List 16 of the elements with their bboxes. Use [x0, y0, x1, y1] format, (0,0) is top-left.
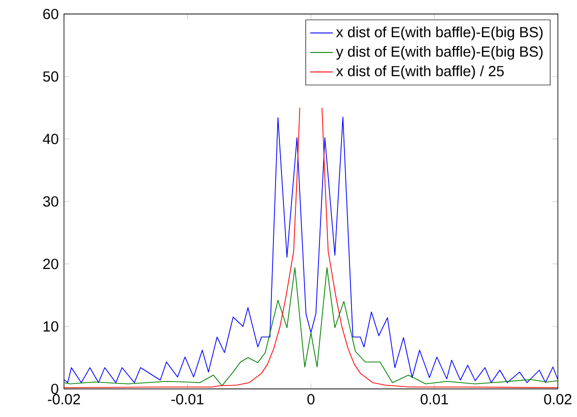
x-tick-label: 0.02: [544, 394, 572, 404]
legend-label: y dist of E(with baffle)-E(big BS): [336, 46, 543, 60]
y-tick-label: 60: [43, 8, 58, 20]
line-series: [64, 267, 558, 386]
y-tick-label: 30: [43, 196, 58, 207]
y-tick-label: 0: [51, 384, 58, 394]
legend-label: x dist of E(with baffle)-E(big BS): [336, 26, 543, 40]
y-tick-label: 50: [43, 71, 58, 82]
y-tick-label: 40: [42, 134, 58, 144]
x-tick-label: -0.02: [48, 394, 80, 404]
y-tick-label: 20: [43, 258, 58, 270]
x-tick-label: 0.01: [420, 394, 448, 404]
x-tick-label: 0: [307, 394, 314, 404]
legend-label: x dist of E(with baffle) / 25: [336, 66, 504, 80]
y-tick-label: 10: [44, 321, 58, 332]
x-tick-label: -0.01: [171, 394, 204, 404]
